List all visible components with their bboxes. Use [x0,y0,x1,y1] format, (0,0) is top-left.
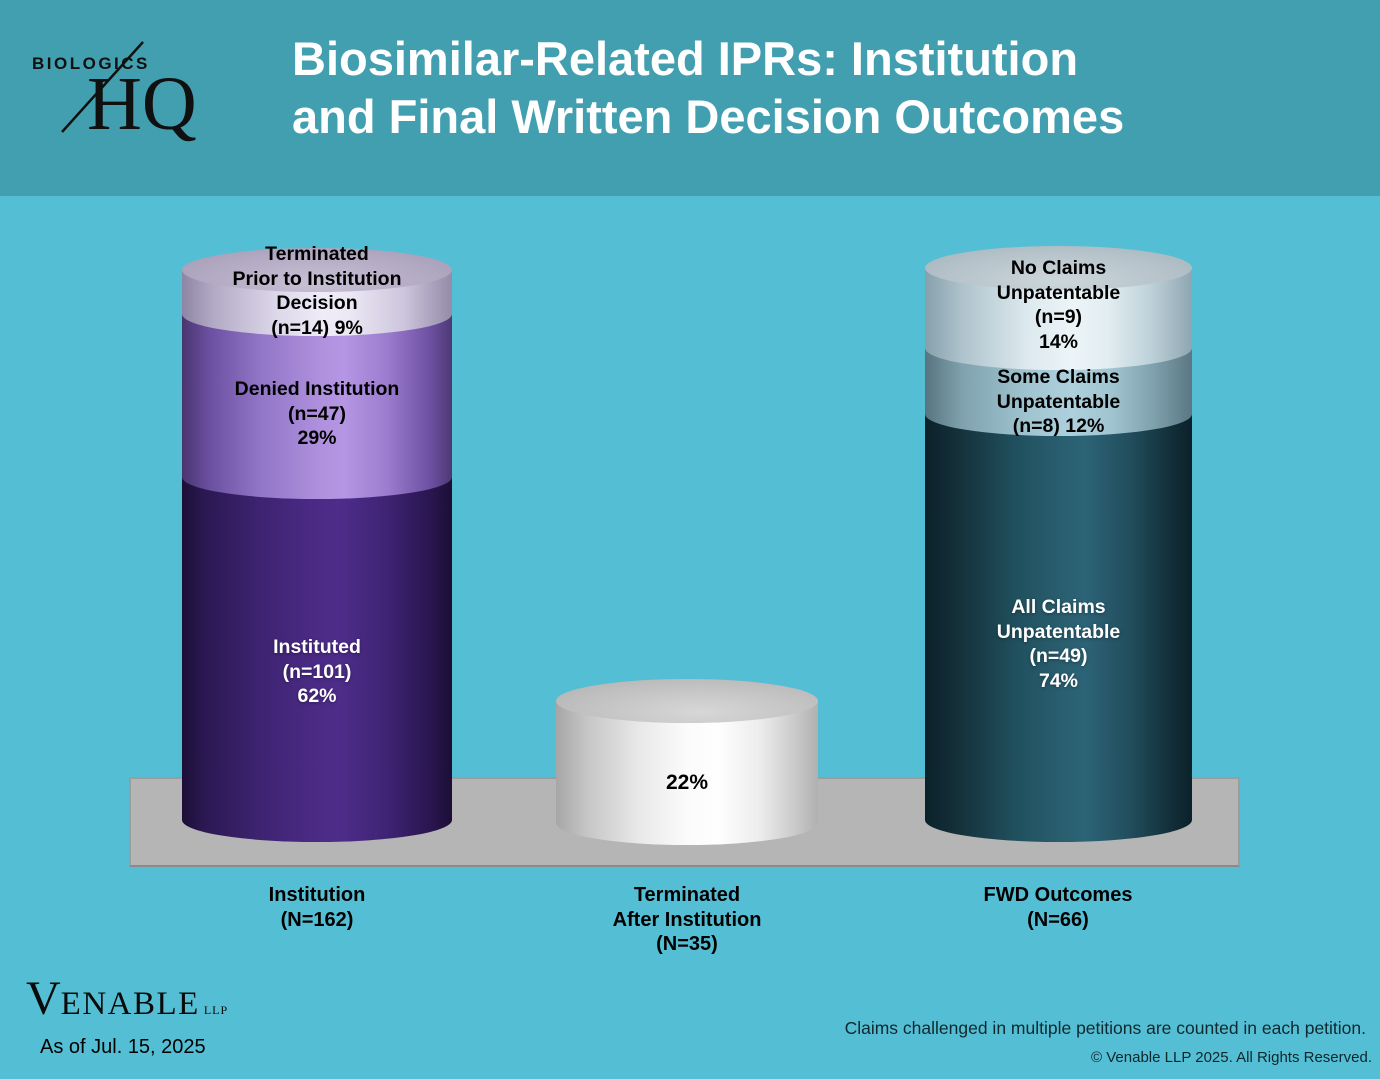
segment-instituted [182,477,452,842]
cylinder-terminated-after: 22% [556,679,818,845]
axis-label-terminated-after: Terminated After Institution (N=35) [612,884,762,955]
label-terminated-prior: Terminated Prior to Institution Decision… [232,243,402,339]
venable-logo-v: V [26,972,61,1025]
venable-logo-llp: LLP [203,1003,229,1017]
axis-label-fwd-outcomes: FWD Outcomes (N=66) [983,884,1133,931]
page-title-line2: and Final Written Decision Outcomes [292,90,1125,143]
header-band: BIOLOGICS HQ Biosimilar-Related IPRs: In… [0,0,1380,196]
venable-logo: V ENABLE LLP [26,975,228,1023]
segment-terminated-after [556,701,818,845]
label-some-claims: Some Claims Unpatentable (n=8) 12% [996,366,1121,437]
label-instituted: Instituted (n=101) 62% [273,636,361,707]
cylinder-institution: Terminated Prior to Institution Decision… [182,243,452,842]
cylinder-institution-top-ellipse [182,248,452,292]
label-no-claims: No Claims Unpatentable (n=9) 14% [996,257,1121,353]
logo-slash-icon [61,41,144,133]
page-title: Biosimilar-Related IPRs: Institution and… [292,30,1124,146]
as-of-date: As of Jul. 15, 2025 [40,1036,206,1058]
label-denied-institution: Denied Institution (n=47) 29% [234,378,400,449]
segment-all-claims-unpatentable [925,414,1192,842]
footnote-claims: Claims challenged in multiple petitions … [844,1018,1366,1038]
logo-hq-text: HQ [87,62,197,146]
cylinder-terminated-after-top-ellipse [556,679,818,723]
copyright-text: © Venable LLP 2025. All Rights Reserved. [1091,1049,1372,1066]
label-all-claims: All Claims Unpatentable (n=49) 74% [996,596,1121,692]
cylinder-fwd-top-ellipse [925,246,1192,290]
page-title-line1: Biosimilar-Related IPRs: Institution [292,32,1079,85]
segment-denied-institution [182,314,452,499]
venable-logo-rest: ENABLE [60,986,200,1022]
label-terminated-after-percent: 22% [665,771,709,794]
cylinder-fwd-outcomes: No Claims Unpatentable (n=9) 14% Some Cl… [925,246,1192,842]
axis-label-institution: Institution (N=162) [268,884,366,931]
biologicshq-logo: BIOLOGICS HQ [30,40,270,195]
